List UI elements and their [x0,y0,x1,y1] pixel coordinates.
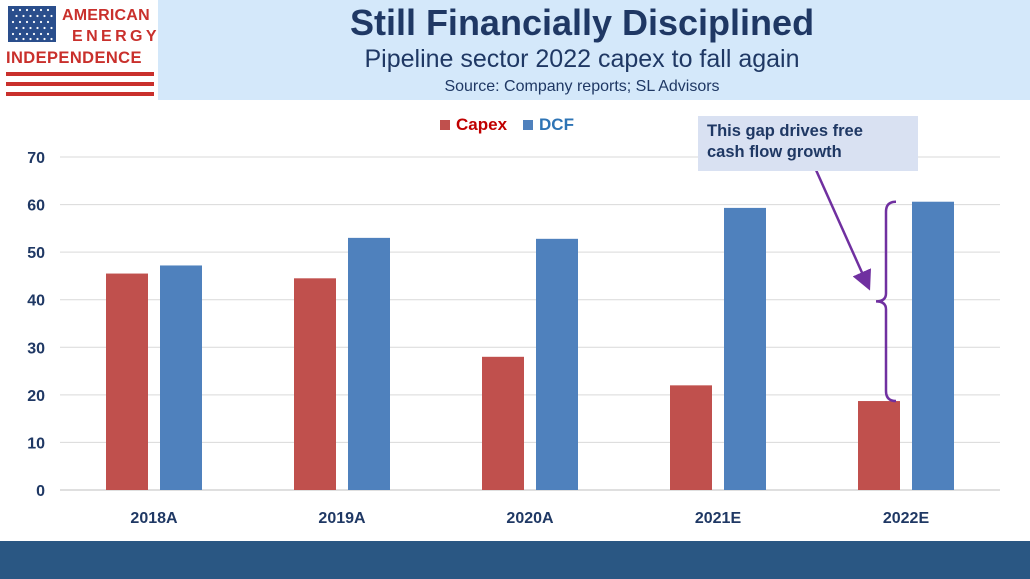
annotation-line-1: This gap drives free [707,122,863,140]
footer-bar [0,541,1030,579]
gap-annotation-callout: This gap drives free cash flow growth [698,116,918,171]
american-energy-independence-logo: AMERICAN ENERGY INDEPENDENCE [4,4,157,98]
bar-capex [670,385,712,490]
y-tick-label: 70 [27,150,45,167]
x-tick-label: 2019A [318,510,366,527]
y-tick-label: 60 [27,198,45,215]
annotation-arrow [814,169,871,291]
x-tick-label: 2021E [695,510,742,527]
x-tick-label: 2022E [883,510,930,527]
legend-label-capex: Capex [456,115,508,134]
legend-item-capex: Capex [440,115,507,135]
logo-text-american: AMERICAN [62,7,150,24]
x-tick-label: 2018A [130,510,178,527]
x-tick-label: 2020A [506,510,554,527]
us-flag-icon [8,6,56,42]
logo-text-energy: ENERGY [72,28,160,45]
bar-capex [858,401,900,490]
legend-swatch-capex [440,120,450,130]
y-tick-label: 20 [27,388,45,405]
bar-dcf [912,201,954,490]
y-tick-label: 40 [27,293,45,310]
y-tick-label: 0 [36,483,45,500]
y-tick-label: 10 [27,435,45,452]
bar-dcf [348,237,390,490]
logo-stripes-icon [6,72,154,96]
legend-label-dcf: DCF [539,115,574,134]
header-band [158,0,1030,100]
annotation-line-2: cash flow growth [707,143,842,161]
source-note: Source: Company reports; SL Advisors [444,78,720,95]
y-tick-label: 30 [27,340,45,357]
bar-dcf [536,238,578,490]
legend-item-dcf: DCF [523,115,574,135]
bar-chart: 0 10 20 30 40 50 60 70 2018A 2019A 2020A 2021E 2022E [27,150,1000,527]
gap-bracket [875,200,897,403]
logo-text-independence: INDEPENDENCE [6,49,142,67]
bar-dcf [724,207,766,490]
bar-capex [294,278,336,490]
bar-capex [482,356,524,490]
bar-dcf [160,265,202,490]
bar-capex [106,273,148,490]
chart-legend: Capex DCF [440,115,574,135]
page-title: Still Financially Disciplined [349,2,815,43]
y-tick-label: 50 [27,245,45,262]
page-subtitle: Pipeline sector 2022 capex to fall again [364,45,800,73]
legend-swatch-dcf [523,120,534,130]
